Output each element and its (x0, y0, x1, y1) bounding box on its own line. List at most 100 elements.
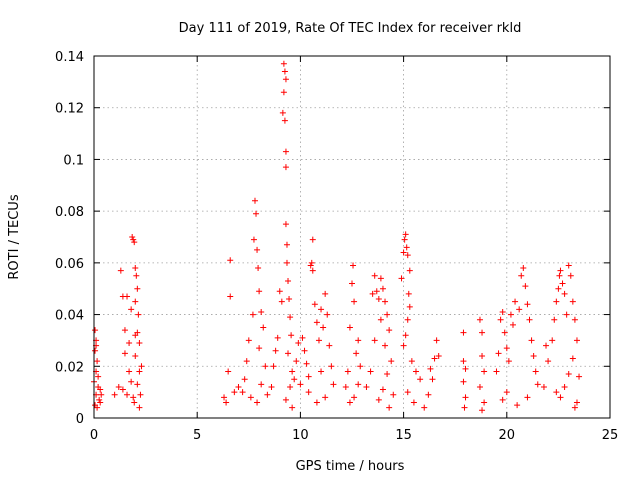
data-point (126, 340, 133, 347)
x-tick-label: 10 (292, 428, 309, 443)
data-point (379, 285, 386, 292)
data-point (328, 363, 335, 370)
data-point (509, 321, 516, 328)
x-tick-label: 20 (499, 428, 516, 443)
data-point (137, 391, 144, 398)
data-point (390, 391, 397, 398)
data-point (576, 373, 583, 380)
data-point (111, 391, 118, 398)
data-point (330, 381, 337, 388)
data-point (313, 399, 320, 406)
data-point (318, 368, 325, 375)
data-point (131, 399, 138, 406)
data-point (573, 337, 580, 344)
data-point (128, 378, 135, 385)
data-point (369, 290, 376, 297)
data-point (130, 394, 137, 401)
data-point (499, 308, 506, 315)
x-tick-label: 0 (90, 428, 98, 443)
data-point (92, 347, 99, 354)
data-point (460, 358, 467, 365)
data-point (283, 241, 290, 248)
data-point (254, 399, 261, 406)
data-point (307, 262, 314, 269)
data-point (553, 298, 560, 305)
data-point (256, 288, 263, 295)
data-point (549, 337, 556, 344)
data-point (382, 298, 389, 305)
data-point (342, 383, 349, 390)
data-point (543, 342, 550, 349)
data-point (227, 293, 234, 300)
data-points (91, 60, 583, 414)
data-point (299, 334, 306, 341)
data-point (363, 383, 370, 390)
data-point (553, 389, 560, 396)
y-tick-label: 0.04 (55, 309, 84, 324)
data-point (403, 244, 410, 251)
data-point (121, 350, 128, 357)
data-point (402, 332, 409, 339)
data-point (311, 301, 318, 308)
data-point (398, 275, 405, 282)
data-point (96, 396, 103, 403)
data-point (278, 298, 285, 305)
data-point (512, 298, 519, 305)
data-point (401, 236, 408, 243)
data-point (561, 383, 568, 390)
y-tick-label: 0 (76, 412, 84, 427)
data-point (231, 389, 238, 396)
y-tick-label: 0.14 (55, 50, 84, 65)
data-point (293, 358, 300, 365)
data-point (556, 272, 563, 279)
data-point (507, 311, 514, 318)
data-point (555, 285, 562, 292)
data-point (223, 399, 230, 406)
data-point (386, 404, 393, 411)
data-point (479, 329, 486, 336)
data-point (308, 259, 315, 266)
data-point (303, 360, 310, 367)
data-point (563, 311, 570, 318)
x-tick-label: 15 (395, 428, 412, 443)
data-point (254, 246, 261, 253)
data-point (258, 308, 265, 315)
data-point (404, 389, 411, 396)
data-point (351, 394, 358, 401)
data-point (136, 404, 143, 411)
data-point (551, 316, 558, 323)
chart-title: Day 111 of 2019, Rate Of TEC Index for r… (179, 21, 522, 36)
data-point (532, 368, 539, 375)
data-point (124, 391, 131, 398)
data-point (305, 389, 312, 396)
data-point (262, 363, 269, 370)
data-point (134, 285, 141, 292)
data-point (404, 316, 411, 323)
data-point (94, 358, 101, 365)
data-point (371, 337, 378, 344)
data-point (406, 267, 413, 274)
data-point (559, 280, 566, 287)
data-point (221, 394, 228, 401)
data-point (493, 368, 500, 375)
data-point (503, 389, 510, 396)
data-point (476, 316, 483, 323)
data-point (355, 337, 362, 344)
data-point (351, 298, 358, 305)
data-point (561, 290, 568, 297)
data-point (384, 371, 391, 378)
data-point (400, 342, 407, 349)
data-point (501, 329, 508, 336)
data-point (227, 257, 234, 264)
data-point (545, 358, 552, 365)
y-axis-label: ROTI / TECUs (7, 194, 22, 279)
data-point (421, 404, 428, 411)
data-point (505, 358, 512, 365)
data-point (462, 365, 469, 372)
data-point (95, 373, 102, 380)
data-point (520, 265, 527, 272)
data-point (132, 332, 139, 339)
data-point (115, 383, 122, 390)
data-point (276, 288, 283, 295)
